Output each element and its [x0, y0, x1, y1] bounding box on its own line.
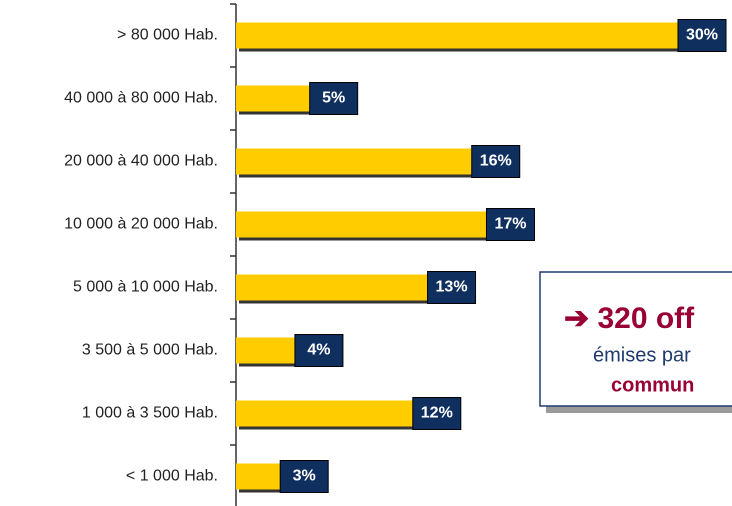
annotation-box — [539, 271, 732, 407]
y-tick-label: > 80 000 Hab. — [117, 27, 218, 44]
value-label-box — [427, 271, 477, 304]
bar — [236, 211, 487, 238]
y-tick-label: 3 500 à 5 000 Hab. — [82, 342, 218, 359]
bar — [236, 148, 472, 175]
y-tick-label: < 1 000 Hab. — [126, 468, 218, 485]
value-label-box — [677, 19, 727, 52]
value-label: 16% — [480, 153, 512, 170]
bar — [236, 463, 281, 490]
value-label: 3% — [293, 468, 316, 485]
value-label-box — [412, 397, 462, 430]
y-tick-label: 5 000 à 10 000 Hab. — [73, 279, 218, 296]
value-label: 30% — [686, 27, 718, 44]
value-label-box — [471, 145, 521, 178]
y-tick-label: 20 000 à 40 000 Hab. — [64, 153, 218, 170]
value-label-box — [309, 82, 359, 115]
bar — [236, 85, 310, 112]
value-label: 17% — [494, 216, 526, 233]
y-tick-label: 1 000 à 3 500 Hab. — [82, 405, 218, 422]
y-tick-label: 40 000 à 80 000 Hab. — [64, 90, 218, 107]
y-tick-label: 10 000 à 20 000 Hab. — [64, 216, 218, 233]
value-label-box — [279, 460, 329, 493]
value-label: 12% — [421, 405, 453, 422]
value-label: 13% — [436, 279, 468, 296]
annotation-headline: ➔ 320 off — [564, 302, 695, 335]
bar — [236, 22, 678, 49]
bar — [236, 337, 295, 364]
bar — [236, 274, 428, 301]
bar — [236, 400, 413, 427]
value-label: 4% — [307, 342, 330, 359]
annotation-text: commun — [611, 374, 694, 396]
value-label: 5% — [322, 90, 345, 107]
annotation-text: émises par — [593, 344, 691, 366]
value-label-box — [485, 208, 535, 241]
value-label-box — [294, 334, 344, 367]
